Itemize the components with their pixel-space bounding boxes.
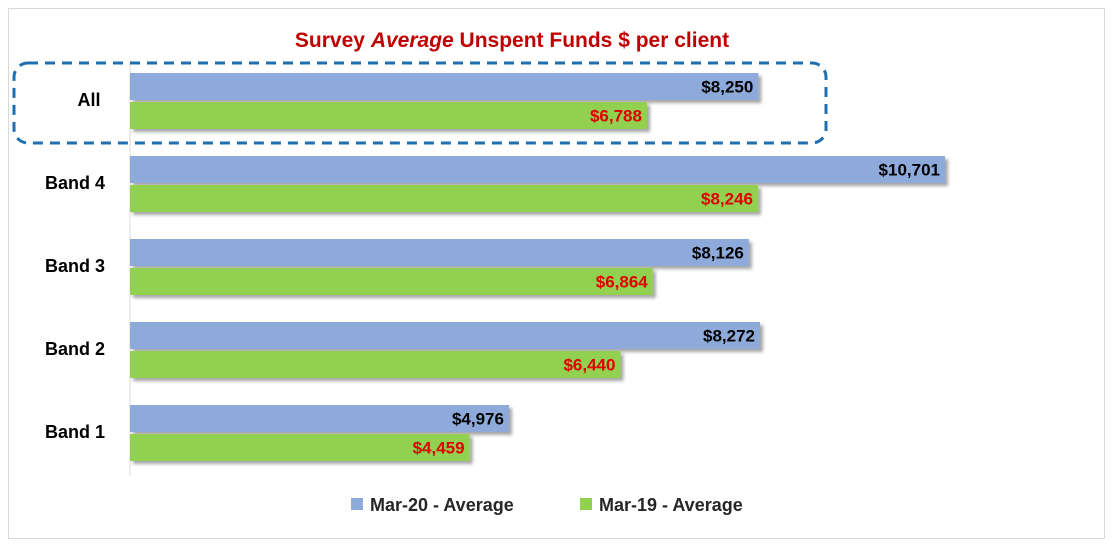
legend-label: Mar-19 - Average: [599, 495, 743, 515]
data-label: $10,701: [879, 161, 940, 180]
data-label: $6,440: [563, 356, 615, 375]
bar-mar-20: [130, 405, 509, 432]
legend: Mar-20 - Average Mar-19 - Average: [351, 495, 743, 515]
data-label: $8,126: [692, 244, 744, 263]
data-label: $8,246: [701, 190, 753, 209]
data-label: $6,788: [590, 107, 642, 126]
bar-mar-19: [130, 434, 470, 461]
category-label: Band 3: [45, 256, 105, 276]
legend-swatch: [351, 498, 363, 510]
bar-mar-19: [130, 185, 759, 212]
chart-frame: [8, 8, 1105, 539]
data-label: $8,272: [703, 327, 755, 346]
data-label: $8,250: [701, 78, 753, 97]
data-label: $6,864: [596, 273, 649, 292]
category-label: Band 4: [45, 173, 105, 193]
bar-mar-19: [130, 102, 647, 129]
data-label: $4,976: [452, 410, 504, 429]
bar-mar-20: [130, 73, 759, 100]
highlight-box: [12, 61, 828, 145]
chart-title: Survey Average Unspent Funds $ per clien…: [295, 29, 729, 52]
category-label: All: [77, 90, 100, 110]
bar-mar-19: [130, 351, 621, 378]
bar-mar-20: [130, 239, 749, 266]
bar-mar-19: [130, 268, 653, 295]
bar-mar-20: [130, 322, 761, 349]
bar-mar-20: [130, 156, 945, 183]
title-part: Unspent Funds $ per client: [454, 29, 729, 52]
data-label: $4,459: [413, 439, 465, 458]
legend-swatch: [580, 498, 592, 510]
category-label: Band 1: [45, 422, 105, 442]
title-part-italic: Average: [370, 29, 454, 52]
title-part: Survey: [295, 29, 371, 52]
category-label: Band 2: [45, 339, 105, 359]
legend-label: Mar-20 - Average: [370, 495, 514, 515]
